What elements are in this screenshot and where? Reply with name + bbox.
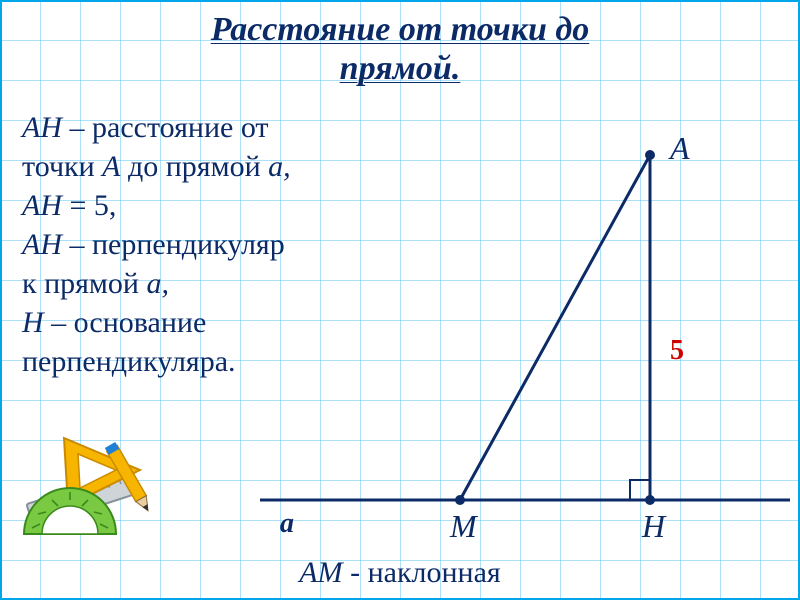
point-H [645,495,655,505]
t1a: АН [22,111,62,144]
t2b: А [102,150,120,183]
segment-AM [460,155,650,500]
point-M [455,495,465,505]
t5b: а, [146,267,169,300]
point-A [645,150,655,160]
t4b: – перпендикуляр [62,228,285,261]
label-five: 5 [670,335,684,367]
t2c: до прямой [120,150,268,183]
title-line1: Расстояние от точки до [211,11,590,48]
t2d: а, [268,150,291,183]
label-M: M [450,508,477,545]
t6b: – основание [44,306,207,339]
label-A: А [670,130,690,167]
footer-AM: АM [299,556,342,589]
t3b: = 5, [62,189,116,222]
t6a: Н [22,306,44,339]
t2a: точки [22,150,102,183]
t4a: АН [22,228,62,261]
title-line2: прямой. [340,50,461,87]
definition-text: АН – расстояние от точки А до прямой а, … [22,108,452,381]
t3a: АН [22,189,62,222]
label-line-a: а [280,508,294,540]
label-H: H [642,508,665,545]
geometry-tools-icon [12,430,172,540]
t1b: – расстояние от [62,111,269,144]
page-title: Расстояние от точки до прямой. [0,10,800,88]
footer-rest: - наклонная [343,556,501,589]
t5a: к прямой [22,267,146,300]
t7: перпендикуляра. [22,345,236,378]
footer-text: АM - наклонная [0,556,800,590]
